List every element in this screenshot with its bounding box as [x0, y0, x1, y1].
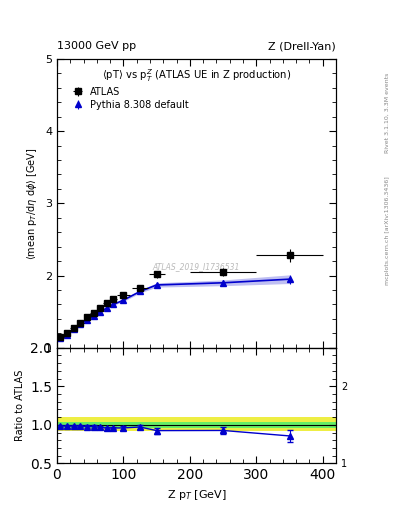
X-axis label: Z p$_T$ [GeV]: Z p$_T$ [GeV]: [167, 488, 226, 502]
Y-axis label: Ratio to ATLAS: Ratio to ATLAS: [15, 370, 25, 441]
Y-axis label: $\langle$mean p$_T$/d$\eta$ d$\phi\rangle$ [GeV]: $\langle$mean p$_T$/d$\eta$ d$\phi\rangl…: [26, 147, 39, 260]
Text: $\langle$pT$\rangle$ vs p$^Z_T$ (ATLAS UE in Z production): $\langle$pT$\rangle$ vs p$^Z_T$ (ATLAS U…: [102, 68, 291, 84]
Text: 13000 GeV pp: 13000 GeV pp: [57, 41, 136, 51]
Text: Rivet 3.1.10, 3.3M events: Rivet 3.1.10, 3.3M events: [385, 73, 389, 153]
Legend: ATLAS, Pythia 8.308 default: ATLAS, Pythia 8.308 default: [68, 84, 191, 113]
Text: ATLAS_2019_I1736531: ATLAS_2019_I1736531: [153, 262, 240, 271]
Text: mcplots.cern.ch [arXiv:1306.3436]: mcplots.cern.ch [arXiv:1306.3436]: [385, 176, 389, 285]
Text: Z (Drell-Yan): Z (Drell-Yan): [268, 41, 336, 51]
